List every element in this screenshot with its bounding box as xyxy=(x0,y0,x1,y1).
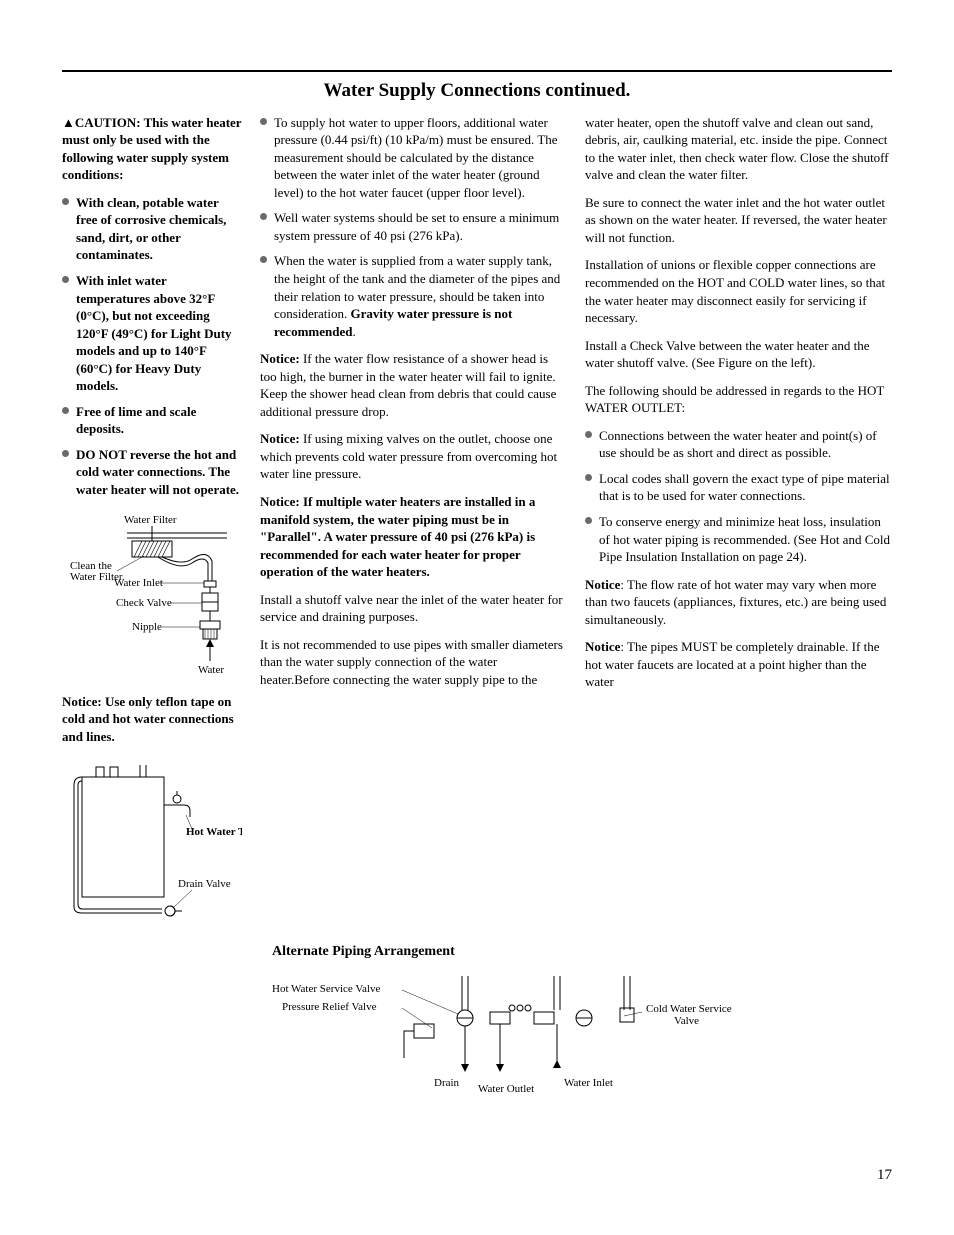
caution-bullet: With clean, potable water free of corros… xyxy=(62,194,242,264)
warning-icon: ▲ xyxy=(62,115,75,130)
alt-label-drain: Drain xyxy=(434,1077,460,1089)
right-bullet-list: Connections between the water heater and… xyxy=(585,427,892,566)
fig2-label-drain-valve: Drain Valve xyxy=(178,878,231,890)
right-notice-2: Notice: The pipes MUST be completely dra… xyxy=(585,638,892,691)
right-notice-1: Notice: The flow rate of hot water may v… xyxy=(585,576,892,629)
fig1-label-check-valve: Check Valve xyxy=(116,597,172,609)
caution-bullet-list: With clean, potable water free of corros… xyxy=(62,194,242,499)
mid-bullet: To supply hot water to upper floors, add… xyxy=(260,114,567,202)
alt-label-water-inlet: Water Inlet xyxy=(564,1077,613,1089)
left-column: ▲CAUTION: This water heater must only be… xyxy=(62,114,242,930)
right-column: water heater, open the shutoff valve and… xyxy=(585,114,892,930)
page-number: 17 xyxy=(877,1165,892,1185)
mid-bullet: Well water systems should be set to ensu… xyxy=(260,209,567,244)
alt-right: Alternate Piping Arrangement xyxy=(254,935,892,1112)
mid-bullet: When the water is supplied from a water … xyxy=(260,252,567,340)
caution-text: CAUTION: This water heater must only be … xyxy=(62,115,241,183)
alt-left-spacer xyxy=(62,935,242,1112)
right-para-5: The following should be addressed in reg… xyxy=(585,382,892,417)
caution-bullet: With inlet water temperatures above 32°F… xyxy=(62,272,242,395)
middle-column: To supply hot water to upper floors, add… xyxy=(260,114,567,930)
right-para-4: Install a Check Valve between the water … xyxy=(585,337,892,372)
alt-heading: Alternate Piping Arrangement xyxy=(272,943,892,962)
page-title: Water Supply Connections continued. xyxy=(62,78,892,104)
caution-heading: ▲CAUTION: This water heater must only be… xyxy=(62,114,242,184)
alt-label-water-outlet: Water Outlet xyxy=(478,1083,534,1095)
caution-bullet: DO NOT reverse the hot and cold water co… xyxy=(62,446,242,499)
right-bullet: To conserve energy and minimize heat los… xyxy=(585,513,892,566)
figure-alternate-piping: Hot Water Service Valve Pressure Relief … xyxy=(254,968,814,1108)
fig1-label-nipple: Nipple xyxy=(132,621,162,633)
mid-notice-2: Notice: If using mixing valves on the ou… xyxy=(260,430,567,483)
main-columns: ▲CAUTION: This water heater must only be… xyxy=(62,114,892,930)
fig1-label-water-filter: Water Filter xyxy=(124,514,177,526)
right-bullet: Connections between the water heater and… xyxy=(585,427,892,462)
right-bullet: Local codes shall govern the exact type … xyxy=(585,470,892,505)
alternate-piping-section: Alternate Piping Arrangement xyxy=(62,935,892,1112)
mid-para-2: It is not recommended to use pipes with … xyxy=(260,636,567,689)
right-para-3: Installation of unions or flexible coppe… xyxy=(585,256,892,326)
teflon-notice: Notice: Use only teflon tape on cold and… xyxy=(62,693,242,746)
mid-notice-1: Notice: If the water flow resistance of … xyxy=(260,350,567,420)
rule-top xyxy=(62,70,892,72)
right-para-2: Be sure to connect the water inlet and t… xyxy=(585,194,892,247)
fig2-label-hot-tap: Hot Water Tap xyxy=(186,826,242,838)
figure-heater-outline: Hot Water Tap Drain Valve xyxy=(62,757,242,917)
mid-para-1: Install a shutoff valve near the inlet o… xyxy=(260,591,567,626)
alt-label-hot-service: Hot Water Service Valve xyxy=(272,983,380,995)
fig1-label-water-inlet: Water Inlet xyxy=(114,577,163,589)
figure-water-filter: Water Filter Clean theWater Filter Water… xyxy=(62,511,242,681)
svg-text:Cold Water ServiceValve: Cold Water ServiceValve xyxy=(646,1003,732,1027)
right-para-1: water heater, open the shutoff valve and… xyxy=(585,114,892,184)
alt-label-prv: Pressure Relief Valve xyxy=(282,1001,377,1013)
fig1-label-water: Water xyxy=(198,664,224,676)
caution-bullet: Free of lime and scale deposits. xyxy=(62,403,242,438)
mid-bullet-list: To supply hot water to upper floors, add… xyxy=(260,114,567,341)
mid-notice-3: Notice: If multiple water heaters are in… xyxy=(260,493,567,581)
